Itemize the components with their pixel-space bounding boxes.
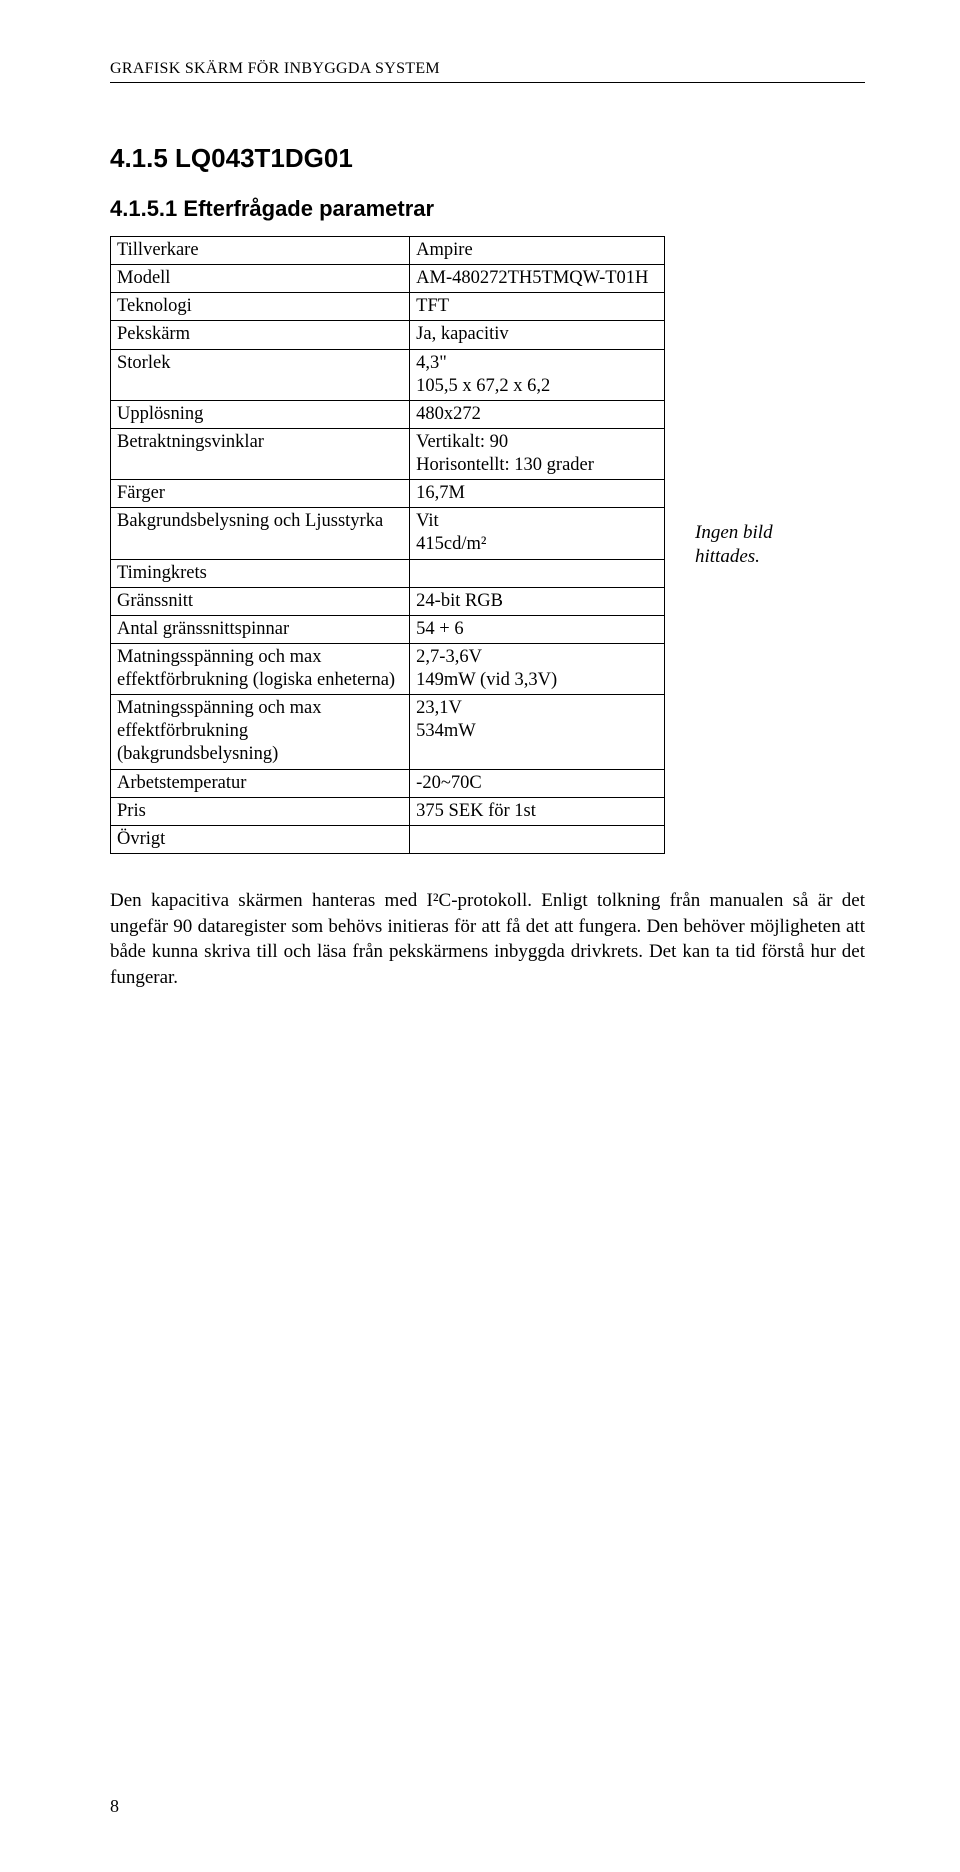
table-cell-value: 23,1V534mW [410, 695, 665, 769]
table-row: Timingkrets [111, 559, 665, 587]
table-cell-label: Timingkrets [111, 559, 410, 587]
table-cell-label: Arbetstemperatur [111, 769, 410, 797]
table-row: ModellAM-480272TH5TMQW-T01H [111, 265, 665, 293]
table-row: Färger16,7M [111, 480, 665, 508]
table-row: TillverkareAmpire [111, 237, 665, 265]
table-and-caption-row: TillverkareAmpireModellAM-480272TH5TMQW-… [110, 236, 865, 854]
table-row: Pris375 SEK för 1st [111, 797, 665, 825]
table-cell-value: -20~70C [410, 769, 665, 797]
table-cell-label: Tillverkare [111, 237, 410, 265]
table-row: Antal gränssnittspinnar54 + 6 [111, 615, 665, 643]
table-row: BetraktningsvinklarVertikalt: 90Horisont… [111, 428, 665, 479]
table-cell-value: Ja, kapacitiv [410, 321, 665, 349]
section-title: 4.1.5 LQ043T1DG01 [110, 143, 865, 174]
image-missing-caption: Ingen bild hittades. [695, 521, 835, 569]
table-cell-value: 54 + 6 [410, 615, 665, 643]
table-cell-label: Storlek [111, 349, 410, 400]
table-cell-value: Vit415cd/m² [410, 508, 665, 559]
table-row: Bakgrundsbelysning och LjusstyrkaVit415c… [111, 508, 665, 559]
table-cell-label: Upplösning [111, 400, 410, 428]
parameters-table-body: TillverkareAmpireModellAM-480272TH5TMQW-… [111, 237, 665, 854]
table-cell-value: Vertikalt: 90Horisontellt: 130 grader [410, 428, 665, 479]
table-cell-label: Pekskärm [111, 321, 410, 349]
table-cell-label: Pris [111, 797, 410, 825]
table-cell-value: 16,7M [410, 480, 665, 508]
table-cell-value: AM-480272TH5TMQW-T01H [410, 265, 665, 293]
body-paragraph: Den kapacitiva skärmen hanteras med I²C-… [110, 888, 865, 991]
subsection-title: 4.1.5.1 Efterfrågade parametrar [110, 196, 865, 222]
table-cell-label: Modell [111, 265, 410, 293]
table-row: Arbetstemperatur-20~70C [111, 769, 665, 797]
table-cell-label: Färger [111, 480, 410, 508]
page: GRAFISK SKÄRM FÖR INBYGGDA SYSTEM 4.1.5 … [0, 0, 960, 1872]
table-cell-label: Matningsspänning och max effektförbrukni… [111, 643, 410, 694]
table-row: Upplösning480x272 [111, 400, 665, 428]
table-cell-label: Betraktningsvinklar [111, 428, 410, 479]
table-cell-value: Ampire [410, 237, 665, 265]
table-cell-label: Övrigt [111, 825, 410, 853]
parameters-table: TillverkareAmpireModellAM-480272TH5TMQW-… [110, 236, 665, 854]
table-cell-label: Matningsspänning och max effektförbrukni… [111, 695, 410, 769]
table-row: Gränssnitt24-bit RGB [111, 587, 665, 615]
table-row: Matningsspänning och max effektförbrukni… [111, 643, 665, 694]
table-cell-value: 24-bit RGB [410, 587, 665, 615]
table-row: Övrigt [111, 825, 665, 853]
table-row: Storlek4,3"105,5 x 67,2 x 6,2 [111, 349, 665, 400]
table-cell-label: Bakgrundsbelysning och Ljusstyrka [111, 508, 410, 559]
table-cell-label: Antal gränssnittspinnar [111, 615, 410, 643]
table-row: PekskärmJa, kapacitiv [111, 321, 665, 349]
table-cell-value [410, 559, 665, 587]
running-header: GRAFISK SKÄRM FÖR INBYGGDA SYSTEM [110, 60, 865, 83]
table-cell-value: 4,3"105,5 x 67,2 x 6,2 [410, 349, 665, 400]
table-cell-label: Teknologi [111, 293, 410, 321]
table-cell-label: Gränssnitt [111, 587, 410, 615]
table-cell-value: TFT [410, 293, 665, 321]
table-cell-value: 2,7-3,6V149mW (vid 3,3V) [410, 643, 665, 694]
table-row: TeknologiTFT [111, 293, 665, 321]
table-row: Matningsspänning och max effektförbrukni… [111, 695, 665, 769]
table-cell-value [410, 825, 665, 853]
table-cell-value: 480x272 [410, 400, 665, 428]
page-number: 8 [110, 1796, 119, 1817]
table-cell-value: 375 SEK för 1st [410, 797, 665, 825]
